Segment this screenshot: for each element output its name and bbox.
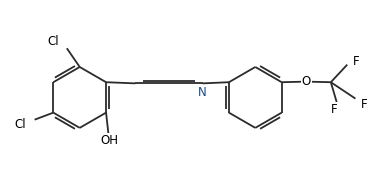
Text: Cl: Cl (47, 35, 59, 48)
Text: F: F (361, 98, 368, 111)
Text: F: F (331, 103, 337, 116)
Text: N: N (198, 86, 206, 99)
Text: O: O (302, 75, 311, 88)
Text: OH: OH (101, 134, 118, 147)
Text: Cl: Cl (15, 118, 26, 131)
Text: F: F (353, 55, 360, 68)
